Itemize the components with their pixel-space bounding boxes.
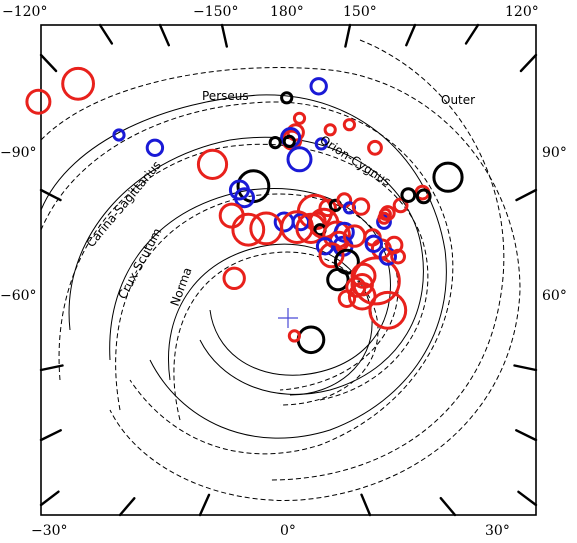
source-circle-19 bbox=[342, 118, 356, 132]
frame-tick-17 bbox=[118, 497, 136, 517]
tick-label-right-1: 90° bbox=[542, 145, 567, 161]
arm-label-outer: Outer bbox=[441, 93, 475, 107]
source-circle-69 bbox=[25, 88, 52, 115]
arm-label-orion-cygnus: Orion-Cygnus bbox=[317, 133, 393, 189]
frame-tick-20 bbox=[439, 497, 457, 517]
arm-curve-inner2-solid bbox=[168, 243, 373, 396]
source-markers bbox=[25, 66, 464, 355]
source-circle-54 bbox=[385, 235, 404, 255]
arm-label-crux-scutum: Crux-Scutum bbox=[115, 226, 164, 302]
source-circle-30 bbox=[351, 197, 371, 216]
source-circle-20 bbox=[367, 139, 383, 156]
frame-ticks bbox=[39, 23, 538, 517]
source-circle-32 bbox=[273, 211, 295, 233]
source-circle-18 bbox=[323, 123, 337, 137]
source-circle-16 bbox=[286, 146, 313, 173]
arm-curve-outermost-dashed bbox=[40, 67, 521, 501]
tick-labels-left: −90° −60° bbox=[0, 145, 37, 304]
source-circle-23 bbox=[432, 161, 464, 193]
frame-tick-12 bbox=[464, 23, 480, 45]
source-circle-66 bbox=[296, 325, 326, 355]
source-circle-67 bbox=[287, 329, 301, 343]
arm-curve-inner2-dashed bbox=[173, 251, 379, 421]
source-circle-8 bbox=[280, 91, 294, 105]
tick-label-left-1: −90° bbox=[0, 145, 37, 161]
tick-label-top-4: 150° bbox=[343, 4, 377, 20]
frame-tick-11 bbox=[405, 23, 417, 47]
tick-label-top-1: −120° bbox=[2, 4, 47, 20]
tick-labels-top: −120° −150° 180° 150° 120° bbox=[2, 4, 539, 20]
source-circle-65 bbox=[222, 266, 246, 290]
source-circle-22 bbox=[415, 188, 432, 205]
frame-tick-6 bbox=[515, 429, 538, 442]
arm-curve-top-dashed bbox=[269, 39, 505, 481]
frame-tick-1 bbox=[39, 188, 62, 202]
source-circle-14 bbox=[282, 134, 296, 148]
plot-frame bbox=[40, 24, 537, 516]
source-circle-58 bbox=[379, 205, 396, 221]
frame-tick-8 bbox=[158, 23, 171, 47]
tick-label-bottom-2: 0° bbox=[280, 523, 296, 539]
frame-tick-15 bbox=[39, 490, 60, 507]
source-circle-2 bbox=[145, 138, 165, 158]
source-circle-17 bbox=[314, 137, 328, 151]
tick-label-left-2: −60° bbox=[0, 288, 37, 304]
frame-tick-5 bbox=[513, 364, 538, 372]
frame-tick-13 bbox=[519, 53, 538, 73]
source-circle-6 bbox=[234, 187, 255, 209]
frame-tick-14 bbox=[39, 53, 58, 73]
tick-labels-bottom: −30° 0° 30° bbox=[31, 523, 510, 539]
source-circle-9 bbox=[309, 77, 328, 96]
source-circle-63 bbox=[350, 262, 377, 289]
source-circle-68 bbox=[112, 128, 126, 142]
source-circle-3 bbox=[196, 148, 229, 180]
source-circle-51 bbox=[364, 234, 383, 254]
source-circle-55 bbox=[376, 214, 392, 230]
frame-tick-9 bbox=[220, 23, 229, 48]
source-circle-47 bbox=[318, 242, 345, 269]
source-circle-39 bbox=[322, 220, 351, 250]
arm-label-norma: Norma bbox=[168, 266, 195, 308]
frame-tick-4 bbox=[515, 188, 538, 202]
sun-marker bbox=[278, 308, 298, 328]
spiral-arms bbox=[40, 39, 521, 501]
frame-tick-19 bbox=[360, 493, 372, 517]
source-circle-34 bbox=[249, 211, 284, 246]
arm-label-perseus: Perseus bbox=[202, 89, 249, 103]
tick-label-top-2: −150° bbox=[193, 4, 238, 20]
arm-curve-mid-dashed bbox=[58, 143, 429, 401]
frame-tick-16 bbox=[517, 490, 538, 507]
source-circle-71 bbox=[400, 187, 417, 204]
frame-tick-10 bbox=[344, 23, 352, 48]
source-circle-59 bbox=[392, 197, 409, 214]
source-circle-49 bbox=[326, 267, 350, 292]
tick-labels-right: 90° 60° bbox=[542, 145, 567, 304]
source-circle-64 bbox=[337, 289, 357, 308]
tick-label-top-5: 120° bbox=[505, 4, 539, 20]
arm-curve-outer-solid bbox=[40, 94, 447, 439]
source-circle-1 bbox=[61, 66, 95, 101]
source-circle-70 bbox=[368, 290, 408, 330]
frame-tick-3 bbox=[39, 429, 62, 442]
tick-label-bottom-1: −30° bbox=[31, 523, 68, 539]
source-circle-10 bbox=[292, 111, 307, 125]
frame-tick-18 bbox=[198, 493, 211, 517]
source-circle-15 bbox=[268, 136, 282, 150]
source-circle-35 bbox=[231, 212, 266, 247]
tick-label-top-3: 180° bbox=[270, 4, 304, 20]
tick-label-right-2: 60° bbox=[542, 288, 567, 304]
source-circle-26 bbox=[318, 198, 337, 218]
frame-tick-2 bbox=[39, 364, 64, 372]
frame-tick-7 bbox=[98, 23, 114, 45]
tick-label-bottom-3: 30° bbox=[485, 523, 510, 539]
arm-curve-outer-dashed bbox=[40, 101, 454, 455]
